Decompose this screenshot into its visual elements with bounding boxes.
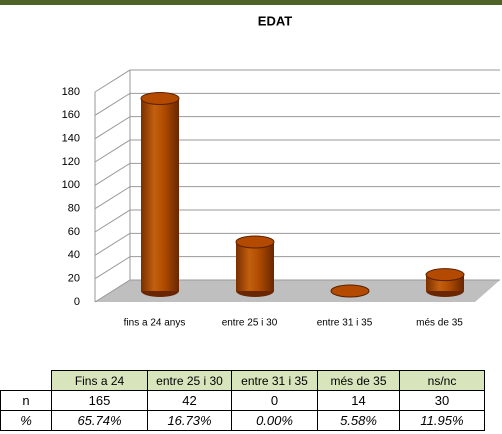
- table-cell: 42: [147, 390, 232, 411]
- x-tick-label: entre 25 i 30: [222, 318, 278, 329]
- table-cell: 11.95%: [399, 410, 485, 431]
- table-cell: 165: [51, 390, 148, 411]
- table-cell: més de 35: [317, 370, 400, 391]
- y-tick-label: 80: [68, 203, 80, 215]
- grid-line: [94, 116, 500, 140]
- y-tick-label: 140: [62, 133, 80, 145]
- x-tick-label: entre 31 i 35: [317, 318, 373, 329]
- table-cell: 14: [317, 390, 400, 411]
- grid-line: [94, 279, 500, 303]
- y-tick-label: 60: [68, 226, 80, 238]
- table-cell: n: [0, 390, 52, 411]
- floor: [95, 280, 500, 302]
- bar-top: [330, 284, 370, 298]
- grid-line: [94, 139, 500, 163]
- y-tick-label: 160: [62, 109, 80, 121]
- table-cell: [0, 370, 52, 391]
- bar-top: [425, 268, 465, 282]
- y-tick-label: 40: [68, 249, 80, 261]
- table-cell: 65.74%: [51, 410, 148, 431]
- bar: [236, 242, 274, 291]
- x-tick-label: fins a 24 anys: [124, 318, 186, 329]
- table-cell: 0.00%: [231, 410, 318, 431]
- grid-line: [94, 256, 500, 280]
- table-cell: 0: [231, 390, 318, 411]
- table-cell: entre 31 i 35: [231, 370, 318, 391]
- table-cell: 5.58%: [317, 410, 400, 431]
- y-tick-label: 180: [62, 86, 80, 98]
- y-tick-label: 20: [68, 273, 80, 285]
- bar-top: [235, 235, 275, 249]
- table-cell: entre 25 i 30: [147, 370, 232, 391]
- table-cell: 30: [399, 390, 485, 411]
- table-cell: 16.73%: [147, 410, 232, 431]
- data-table: Fins a 24 entre 25 i 30 entre 31 i 35 més d…: [0, 370, 485, 431]
- bar-top: [140, 92, 180, 105]
- grid-line: [94, 186, 500, 210]
- grid-line: [94, 232, 500, 256]
- chart-title: EDAT: [258, 13, 292, 28]
- top-bar: [0, 0, 502, 5]
- grid-line: [94, 69, 500, 93]
- y-tick-label: 0: [74, 296, 80, 308]
- bar: [141, 98, 179, 291]
- table-cell: %: [0, 410, 52, 431]
- grid-line: [94, 209, 500, 233]
- y-tick-label: 120: [62, 156, 80, 168]
- x-tick-label: més de 35: [416, 318, 463, 329]
- y-tick-label: 100: [62, 179, 80, 191]
- table-cell: Fins a 24: [51, 370, 148, 391]
- table-cell: ns/nc: [399, 370, 485, 391]
- chart: EDAT 0 20 40 60 80 100 120 140 160 180 fins a 24 a…: [0, 0, 502, 329]
- grid-line: [94, 92, 500, 116]
- grid-line: [94, 162, 500, 186]
